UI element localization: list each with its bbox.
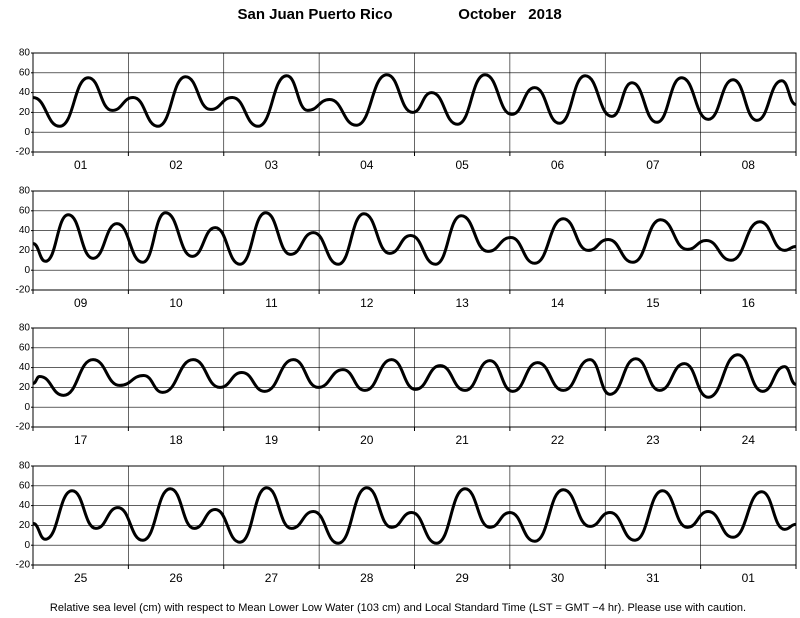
y-tick-label: 60 bbox=[19, 205, 31, 216]
y-tick-label: -20 bbox=[16, 560, 31, 571]
y-tick-label: 20 bbox=[19, 107, 31, 118]
y-tick-label: -20 bbox=[16, 285, 31, 296]
day-label: 07 bbox=[646, 158, 660, 172]
day-label: 15 bbox=[646, 296, 660, 310]
day-label: 29 bbox=[456, 571, 470, 585]
y-tick-label: 0 bbox=[24, 127, 30, 138]
y-tick-label: 20 bbox=[19, 382, 31, 393]
plot-frame bbox=[32, 52, 797, 153]
footer-note: Relative sea level (cm) with respect to … bbox=[50, 602, 746, 614]
y-tick-label: -20 bbox=[16, 422, 31, 433]
y-tick-label: 20 bbox=[19, 245, 31, 256]
tide-line bbox=[33, 73, 796, 128]
day-label: 24 bbox=[742, 433, 756, 447]
day-label: 17 bbox=[74, 433, 88, 447]
day-label: 21 bbox=[456, 433, 470, 447]
y-tick-label: 60 bbox=[19, 480, 31, 491]
plot-frame bbox=[32, 190, 797, 291]
day-label: 02 bbox=[169, 158, 183, 172]
y-tick-label: 0 bbox=[24, 402, 30, 413]
y-tick-label: 60 bbox=[19, 67, 31, 78]
day-label: 18 bbox=[169, 433, 183, 447]
y-tick-label: 40 bbox=[19, 87, 31, 98]
y-tick-label: 80 bbox=[19, 461, 31, 472]
day-label: 25 bbox=[74, 571, 88, 585]
plot-frame bbox=[32, 465, 797, 566]
day-label: 10 bbox=[169, 296, 183, 310]
y-tick-label: 80 bbox=[19, 186, 31, 197]
day-label: 23 bbox=[646, 433, 660, 447]
y-tick-label: 40 bbox=[19, 362, 31, 373]
day-label: 19 bbox=[265, 433, 279, 447]
day-label: 28 bbox=[360, 571, 374, 585]
station-title: San Juan Puerto Rico bbox=[237, 6, 392, 23]
day-label: 08 bbox=[742, 158, 756, 172]
day-label: 27 bbox=[265, 571, 279, 585]
plot-frame bbox=[32, 327, 797, 428]
day-label: 14 bbox=[551, 296, 565, 310]
y-tick-label: 20 bbox=[19, 520, 31, 531]
day-label: 26 bbox=[169, 571, 183, 585]
day-label: 31 bbox=[646, 571, 660, 585]
day-label: 12 bbox=[360, 296, 374, 310]
day-label: 01 bbox=[742, 571, 756, 585]
tide-line bbox=[33, 353, 796, 399]
y-tick-label: 60 bbox=[19, 342, 31, 353]
day-label: 30 bbox=[551, 571, 565, 585]
day-label: 03 bbox=[265, 158, 279, 172]
day-label: 05 bbox=[456, 158, 470, 172]
y-tick-label: 40 bbox=[19, 225, 31, 236]
day-label: 20 bbox=[360, 433, 374, 447]
y-tick-label: -20 bbox=[16, 147, 31, 158]
y-tick-label: 40 bbox=[19, 500, 31, 511]
y-tick-label: 80 bbox=[19, 323, 31, 334]
day-label: 09 bbox=[74, 296, 88, 310]
y-tick-label: 80 bbox=[19, 48, 31, 59]
month-title: October 2018 bbox=[458, 6, 561, 23]
tide-line bbox=[33, 211, 796, 266]
day-label: 04 bbox=[360, 158, 374, 172]
y-tick-label: 0 bbox=[24, 265, 30, 276]
day-label: 06 bbox=[551, 158, 565, 172]
day-label: 01 bbox=[74, 158, 88, 172]
tide-line bbox=[33, 486, 796, 545]
day-label: 22 bbox=[551, 433, 565, 447]
day-label: 16 bbox=[742, 296, 756, 310]
day-label: 13 bbox=[456, 296, 470, 310]
y-tick-label: 0 bbox=[24, 540, 30, 551]
day-label: 11 bbox=[265, 296, 278, 310]
